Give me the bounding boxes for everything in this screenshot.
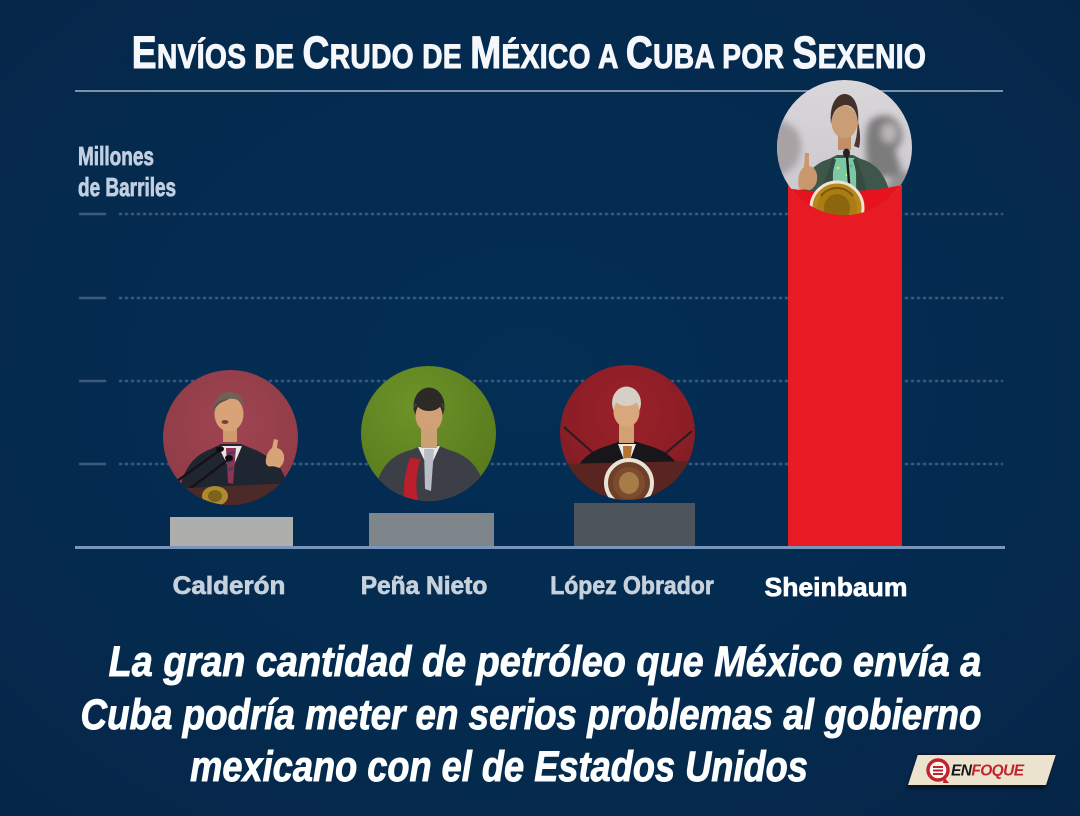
svg-text:ENFOQUE: ENFOQUE <box>951 763 1025 780</box>
